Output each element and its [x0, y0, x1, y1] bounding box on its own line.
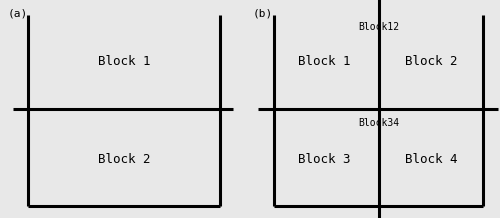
- Text: Block 4: Block 4: [405, 153, 457, 166]
- Text: Block34: Block34: [358, 118, 399, 128]
- Text: (a): (a): [8, 9, 28, 19]
- Text: Block 3: Block 3: [298, 153, 350, 166]
- Text: Block12: Block12: [358, 22, 399, 32]
- Text: Block 2: Block 2: [98, 153, 150, 166]
- Text: Block 1: Block 1: [298, 54, 350, 68]
- Text: Block 1: Block 1: [98, 54, 150, 68]
- Text: Block 2: Block 2: [405, 54, 457, 68]
- Text: (b): (b): [252, 9, 273, 19]
